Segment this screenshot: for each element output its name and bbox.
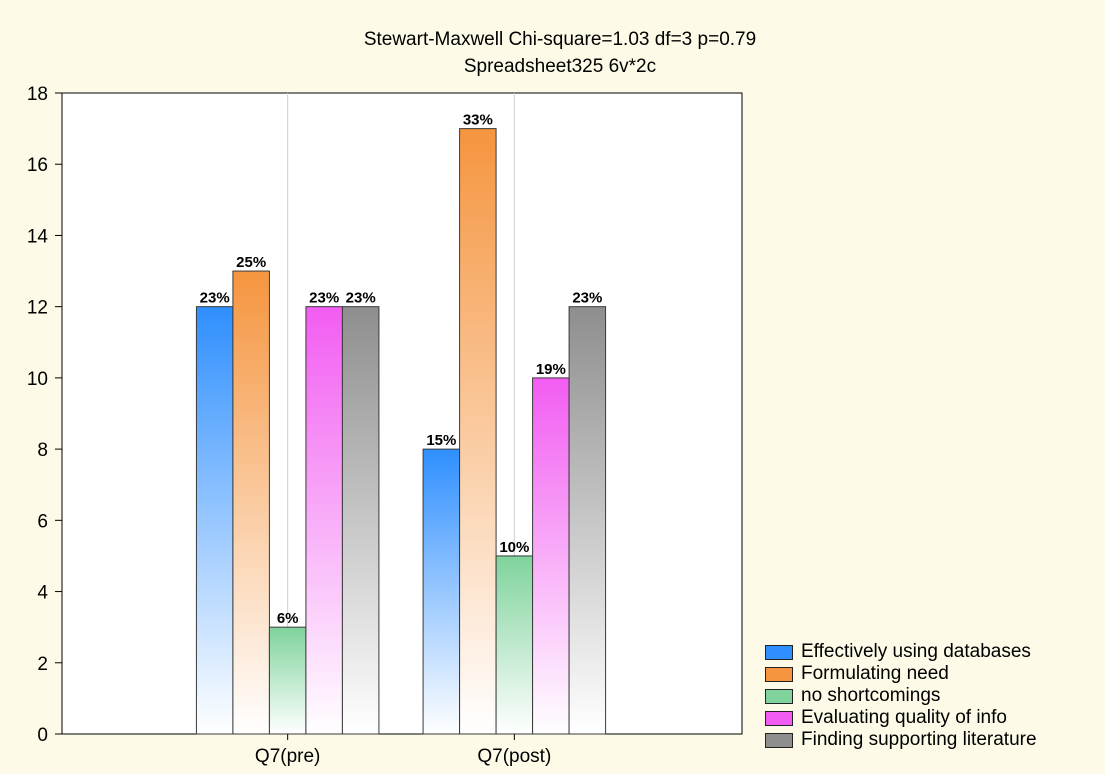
legend-swatch — [765, 666, 793, 682]
chart-subtitle: Spreadsheet325 6v*2c — [464, 56, 656, 77]
legend-item: Effectively using databases — [765, 641, 1031, 663]
legend-label: Finding supporting literature — [801, 729, 1037, 750]
bar — [232, 270, 270, 735]
bar — [495, 555, 534, 735]
bar-data-label: 23% — [200, 290, 230, 307]
bar-data-label: 6% — [277, 610, 299, 627]
x-category-label: Q7(pre) — [255, 746, 320, 767]
legend-item: Evaluating quality of info — [765, 707, 1007, 729]
y-tick-label: 16 — [27, 155, 48, 176]
y-tick-label: 18 — [27, 84, 48, 105]
bar-data-label: 33% — [463, 112, 493, 129]
legend-item: Finding supporting literature — [765, 729, 1037, 751]
bar — [305, 306, 343, 735]
legend-swatch — [765, 688, 793, 704]
bar — [568, 306, 607, 735]
bar-data-label: 15% — [426, 432, 456, 449]
bar — [195, 306, 234, 735]
bar-data-label: 10% — [499, 539, 529, 556]
x-category-label: Q7(post) — [477, 746, 551, 767]
legend-swatch — [765, 644, 793, 660]
y-tick-label: 6 — [37, 511, 48, 532]
legend-label: no shortcomings — [801, 685, 941, 706]
y-tick-label: 10 — [27, 369, 48, 390]
legend-swatch — [765, 732, 793, 748]
bar-data-label: 23% — [309, 290, 339, 307]
legend-item: Formulating need — [765, 663, 949, 685]
y-tick-label: 12 — [27, 298, 48, 319]
y-tick-label: 4 — [37, 583, 48, 604]
legend-label: Formulating need — [801, 663, 949, 684]
bar — [422, 448, 461, 735]
plot-area — [61, 92, 743, 735]
y-tick-label: 0 — [37, 725, 48, 746]
y-tick-label: 2 — [37, 654, 48, 675]
legend-label: Evaluating quality of info — [801, 707, 1007, 728]
legend-swatch — [765, 710, 793, 726]
bar-data-label: 23% — [346, 290, 376, 307]
bar-data-label: 25% — [236, 254, 266, 271]
y-tick-label: 14 — [27, 226, 49, 247]
chart-title: Stewart-Maxwell Chi-square=1.03 df=3 p=0… — [364, 29, 756, 50]
legend-label: Effectively using databases — [801, 641, 1031, 662]
bar — [459, 128, 497, 735]
y-tick-label: 8 — [37, 440, 48, 461]
bar-data-label: 19% — [536, 361, 566, 378]
bar — [268, 626, 307, 735]
legend-item: no shortcomings — [765, 685, 940, 707]
bar — [341, 306, 380, 735]
bar — [532, 377, 570, 735]
bar-data-label: 23% — [572, 290, 602, 307]
